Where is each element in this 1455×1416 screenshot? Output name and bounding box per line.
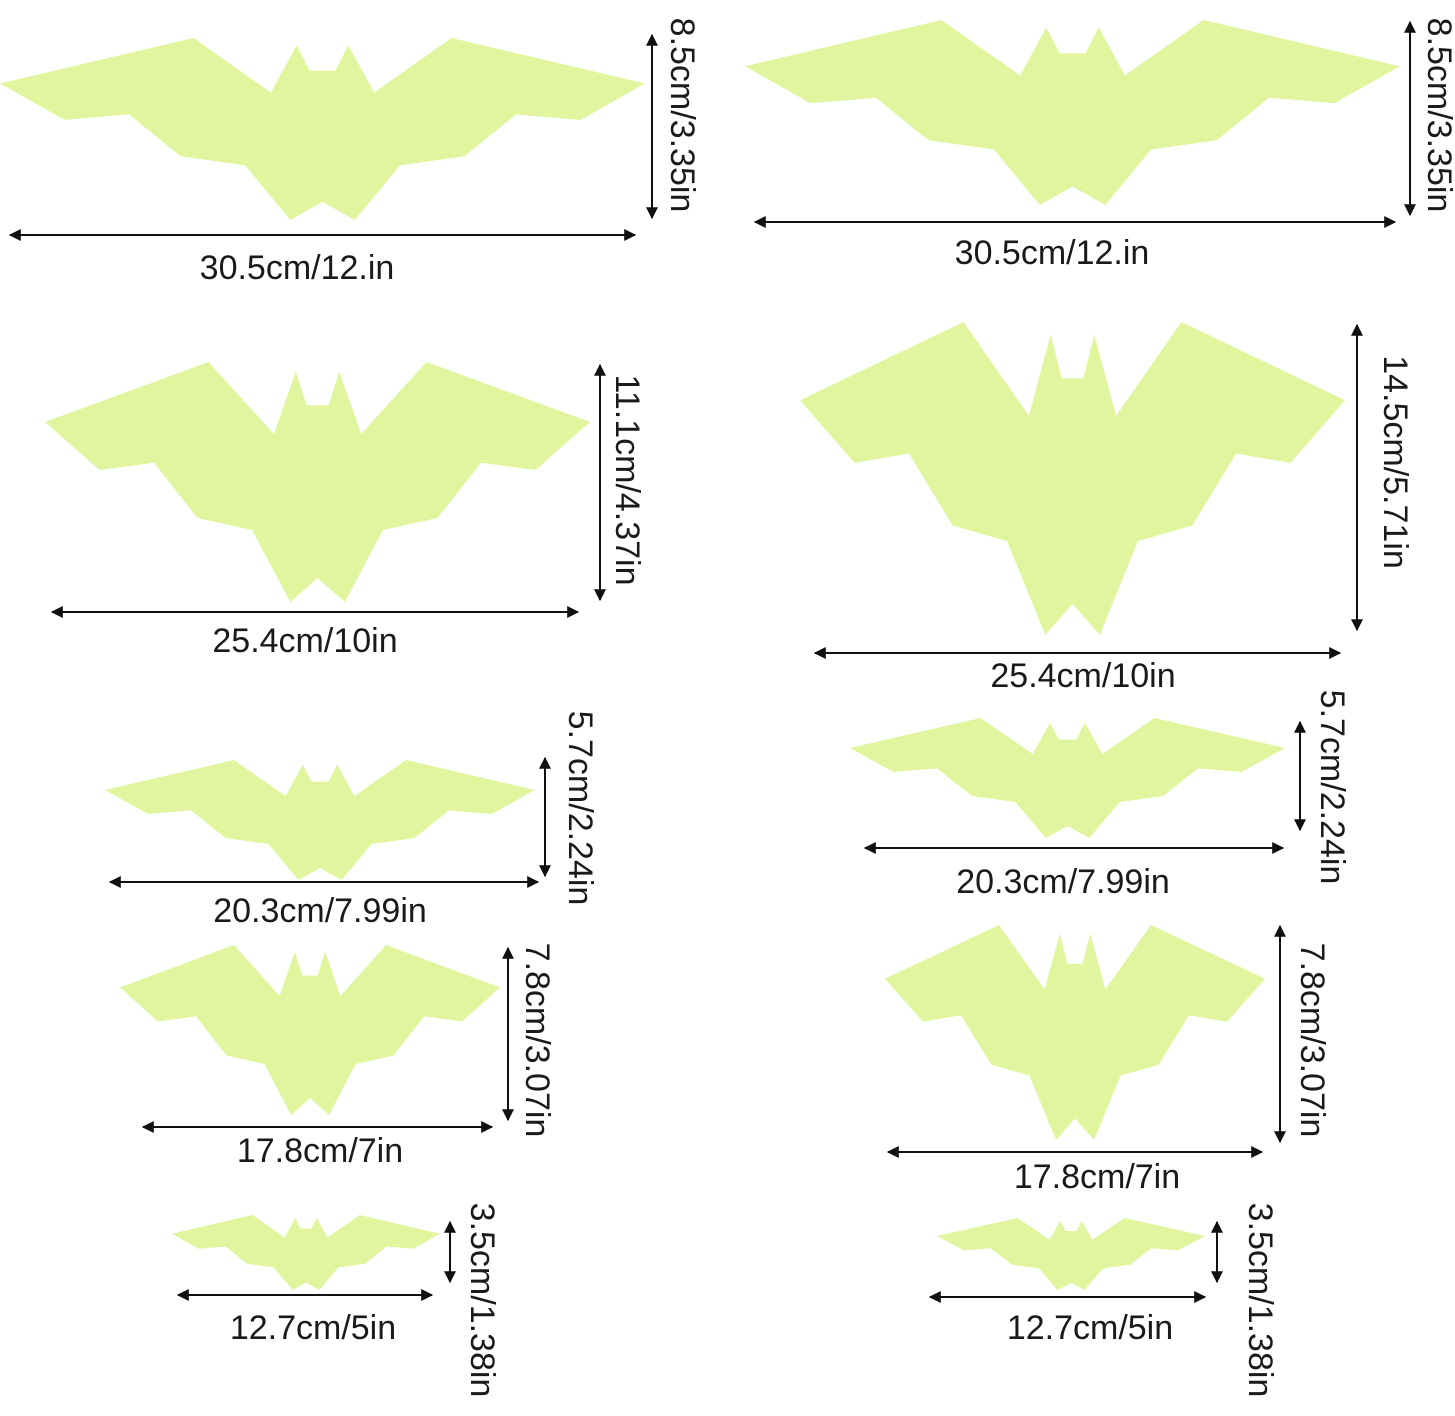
width-label: 17.8cm/7in [237, 1132, 403, 1170]
width-label: 20.3cm/7.99in [956, 863, 1170, 901]
bat-shape [105, 760, 535, 880]
width-label: 12.7cm/5in [1007, 1309, 1173, 1347]
height-label: 3.5cm/1.38in [463, 1203, 501, 1398]
width-label: 12.7cm/5in [230, 1309, 396, 1347]
height-label: 5.7cm/2.24in [1313, 690, 1351, 885]
height-label: 11.1cm/4.37in [608, 374, 646, 585]
width-label: 20.3cm/7.99in [213, 892, 427, 930]
height-label: 3.5cm/1.38in [1241, 1203, 1279, 1398]
height-label: 8.5cm/3.35in [663, 18, 701, 213]
width-label: 30.5cm/12.in [200, 249, 395, 287]
height-label: 14.5cm/5.71in [1376, 355, 1414, 569]
bat-shape [120, 945, 500, 1115]
height-label: 5.7cm/2.24in [561, 711, 599, 906]
width-label: 30.5cm/12.in [955, 234, 1150, 272]
bat-shape [850, 718, 1285, 838]
bat-shape [172, 1215, 440, 1290]
bat-shape [0, 38, 645, 220]
height-label: 7.8cm/3.07in [1293, 943, 1331, 1138]
height-label: 8.5cm/3.35in [1420, 18, 1455, 213]
height-label: 7.8cm/3.07in [518, 943, 556, 1138]
bat-shape [885, 925, 1265, 1140]
bat-shape [45, 362, 590, 602]
bat-shape [937, 1218, 1205, 1290]
width-label: 25.4cm/10in [990, 657, 1175, 695]
width-label: 25.4cm/10in [212, 622, 397, 660]
bat-shape [745, 20, 1400, 205]
bat-shape [800, 322, 1345, 635]
width-label: 17.8cm/7in [1014, 1158, 1180, 1196]
